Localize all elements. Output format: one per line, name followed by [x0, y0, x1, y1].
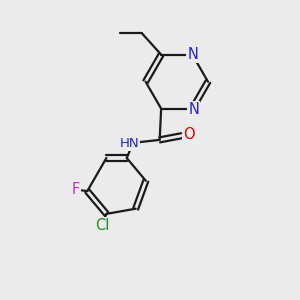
Text: N: N [188, 102, 199, 117]
Text: Cl: Cl [95, 218, 109, 233]
Text: N: N [188, 46, 198, 62]
Text: HN: HN [119, 137, 139, 150]
Text: O: O [183, 127, 194, 142]
Text: F: F [72, 182, 80, 197]
